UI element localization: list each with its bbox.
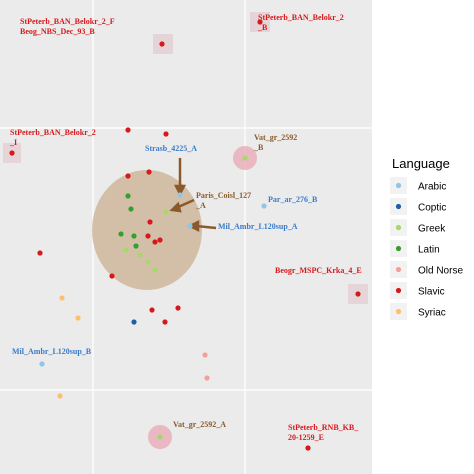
data-point xyxy=(159,41,165,47)
data-point xyxy=(123,247,129,253)
data-point xyxy=(355,291,361,297)
legend-marker xyxy=(395,308,402,315)
data-point xyxy=(261,203,267,209)
annotation: Par_ar_276_B xyxy=(268,195,318,204)
legend-marker xyxy=(395,287,402,294)
data-point xyxy=(75,315,81,321)
legend-label: Slavic xyxy=(418,287,445,298)
data-point xyxy=(147,219,153,225)
data-point xyxy=(162,319,168,325)
data-point xyxy=(163,131,169,137)
data-point xyxy=(146,169,152,175)
data-point xyxy=(204,375,210,381)
data-point xyxy=(137,252,143,258)
annotation: Beog_NBS_Dec_93_B xyxy=(20,27,95,36)
data-point xyxy=(125,173,131,179)
legend-label: Arabic xyxy=(418,182,446,193)
arrow-head xyxy=(187,219,200,233)
annotation: StPeterb_BAN_Belokr_2 xyxy=(258,13,344,22)
data-point xyxy=(37,250,43,256)
legend-marker xyxy=(395,203,402,210)
annotation: _I xyxy=(9,138,17,147)
legend-label: Greek xyxy=(418,224,446,235)
annotation: Vat_gr_2592 xyxy=(254,133,297,142)
arrow-head xyxy=(169,201,182,213)
legend-marker xyxy=(395,224,402,231)
annotation: StPeterb_RNB_KB_ xyxy=(288,423,359,432)
legend-marker xyxy=(395,266,402,273)
data-point xyxy=(257,19,263,25)
data-point xyxy=(177,192,183,198)
data-point xyxy=(118,231,124,237)
annotation: Mil_Ambr_L120sup_A xyxy=(218,222,298,231)
annotation: Strasb_4225_A xyxy=(145,144,197,153)
data-point xyxy=(145,233,151,239)
annotation: _B xyxy=(253,143,264,152)
annotation: Beogr_MSPC_Krka_4_E xyxy=(275,266,362,275)
annotation: Mil_Ambr_L120sup_B xyxy=(12,347,92,356)
data-point xyxy=(145,259,151,265)
data-point xyxy=(57,393,63,399)
data-point xyxy=(59,295,65,301)
legend-title: Language xyxy=(392,156,450,171)
data-point xyxy=(242,155,248,161)
annotation: StPeterb_BAN_Belokr_2 xyxy=(10,128,96,137)
data-point xyxy=(125,193,131,199)
data-point xyxy=(9,150,15,156)
legend-label: Syriac xyxy=(418,308,446,319)
data-point xyxy=(128,206,134,212)
legend-label: Old Norse xyxy=(418,266,463,277)
annotation: 20-1259_E xyxy=(288,433,324,442)
arrow-head xyxy=(173,184,187,197)
data-point xyxy=(152,267,158,273)
data-point xyxy=(175,305,181,311)
annotation: StPeterb_BAN_Belokr_2_F xyxy=(20,17,115,26)
data-point xyxy=(187,223,193,229)
data-point xyxy=(305,445,311,451)
data-point xyxy=(39,361,45,367)
data-point xyxy=(125,127,131,133)
data-point xyxy=(202,352,208,358)
legend-label: Coptic xyxy=(418,203,446,214)
legend-label: Latin xyxy=(418,245,440,256)
annotation: Paris_Coisl_127 xyxy=(196,191,251,200)
annotation: Vat_gr_2592_A xyxy=(173,420,226,429)
cluster-highlight xyxy=(92,170,202,290)
data-point xyxy=(149,307,155,313)
data-point xyxy=(131,319,137,325)
data-point xyxy=(163,209,169,215)
annotation: _B xyxy=(257,23,268,32)
data-point xyxy=(131,233,137,239)
data-point xyxy=(133,243,139,249)
annotation: _A xyxy=(195,201,206,210)
legend-marker xyxy=(395,182,402,189)
arrows xyxy=(169,158,217,233)
data-point xyxy=(109,273,115,279)
data-point xyxy=(157,434,163,440)
data-point xyxy=(152,239,158,245)
data-point xyxy=(157,237,163,243)
legend-marker xyxy=(395,245,402,252)
arrow xyxy=(195,224,217,230)
